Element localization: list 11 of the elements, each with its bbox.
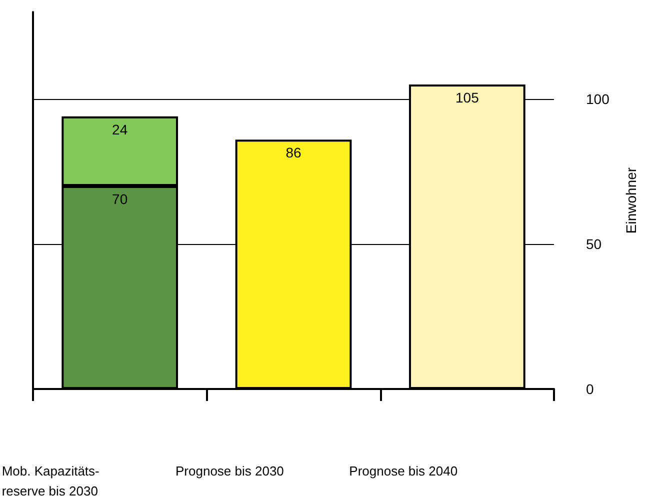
data-label: 24 (112, 121, 128, 138)
y-tick-label: 50 (586, 236, 602, 252)
data-label: 70 (112, 191, 128, 207)
y-tick-label: 100 (586, 91, 610, 107)
x-tick-label: Prognose bis 2030 (176, 464, 284, 478)
y-axis-title: Einwohner (623, 167, 639, 234)
x-tick-label: Prognose bis 2040 (349, 464, 458, 478)
data-label: 86 (286, 144, 302, 161)
y-tick-label: 0 (586, 381, 594, 397)
x-tick-label: Mob. Kapazitäts- reserve bis 2030 (2, 464, 100, 498)
data-label: 105 (455, 90, 480, 106)
